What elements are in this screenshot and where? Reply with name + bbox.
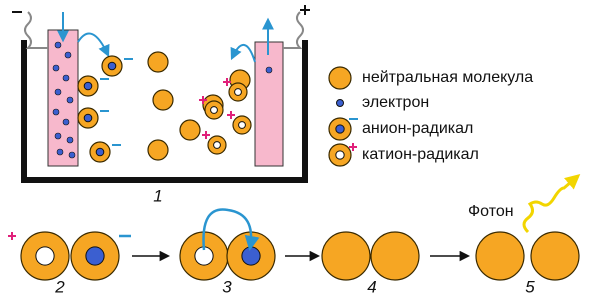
plus-sign [8, 232, 16, 240]
diagram: нейтральная молекула электрон анион-ради… [0, 0, 599, 298]
anode [255, 42, 283, 166]
legend-label: анион-радикал [362, 120, 473, 137]
electron [67, 97, 73, 103]
molecule [329, 67, 351, 89]
plus-sign [227, 111, 235, 119]
hole [214, 142, 221, 149]
step-label: 5 [525, 277, 535, 296]
wire [25, 12, 48, 48]
molecule [371, 232, 419, 280]
polarity-sign [12, 5, 310, 15]
electron [53, 65, 59, 71]
legend-label: катион-радикал [362, 146, 479, 163]
photon [524, 176, 578, 232]
electron [96, 148, 104, 156]
electron [86, 247, 104, 265]
electron [55, 42, 61, 48]
electron [84, 82, 92, 90]
electron [266, 67, 272, 73]
legend-label: электрон [362, 94, 429, 111]
cathode [48, 30, 78, 166]
legend-label: нейтральная молекула [362, 69, 533, 86]
cell-label: 1 [153, 186, 162, 205]
electron-arrow [232, 45, 255, 62]
electron-arrow [78, 34, 108, 55]
electron [84, 114, 92, 122]
hole [211, 107, 218, 114]
step-label: 3 [222, 277, 232, 296]
molecule [148, 52, 168, 72]
page: {"legend": ["нейтральная молекула", "эле… [0, 0, 599, 298]
electron [336, 125, 344, 133]
hole [239, 122, 246, 129]
electron [63, 75, 69, 81]
electron [108, 62, 116, 70]
step-label: 4 [367, 277, 376, 296]
wire [283, 12, 303, 48]
step-label: 2 [54, 277, 65, 296]
electron [65, 52, 71, 58]
molecule [322, 232, 370, 280]
hole [235, 89, 242, 96]
hole [36, 247, 54, 265]
molecule [531, 232, 579, 280]
molecule [476, 232, 524, 280]
molecule [148, 140, 168, 160]
electron [53, 109, 59, 115]
photon-label: Фотон [468, 203, 514, 220]
electron [63, 119, 69, 125]
electron [337, 100, 344, 107]
electron [57, 149, 63, 155]
electron [69, 152, 75, 158]
electron [55, 133, 61, 139]
molecule [153, 90, 173, 110]
electron [55, 89, 61, 95]
molecule [180, 120, 200, 140]
electron [242, 247, 260, 265]
plus-sign [202, 131, 210, 139]
electron [67, 137, 73, 143]
hole [336, 151, 344, 159]
